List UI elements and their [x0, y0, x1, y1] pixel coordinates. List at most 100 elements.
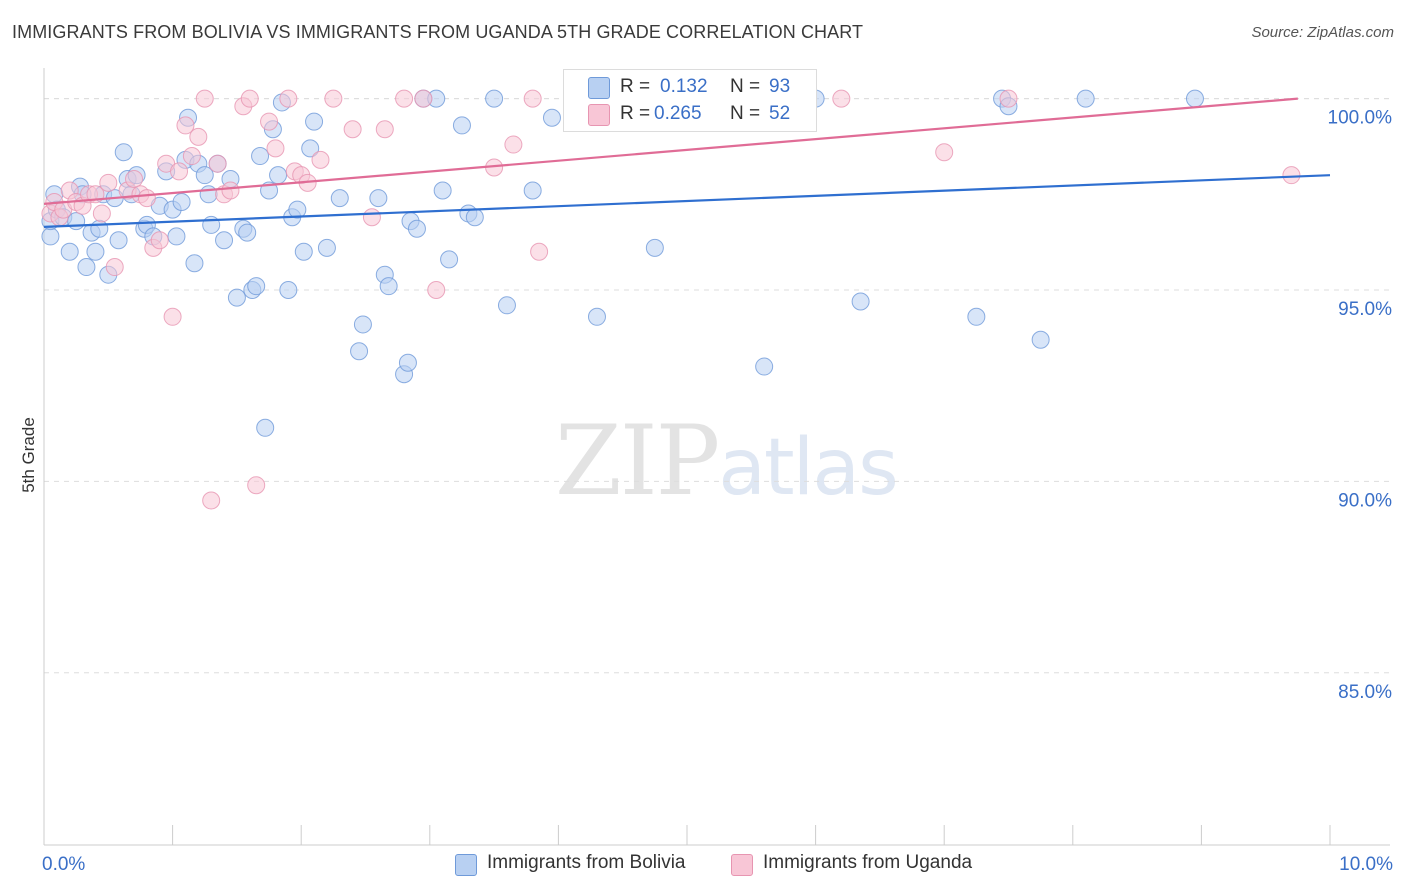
data-point-bolivia [440, 250, 459, 269]
legend-r-label: R = [620, 103, 651, 124]
data-point-bolivia [465, 208, 484, 227]
data-point-bolivia [199, 185, 218, 204]
data-point-uganda [832, 89, 851, 108]
data-point-bolivia [452, 116, 471, 135]
data-point-uganda [208, 154, 227, 173]
data-point-uganda [504, 135, 523, 154]
y-axis-label: 5th Grade [19, 417, 38, 493]
x-tick-label: 10.0% [1339, 854, 1393, 875]
data-point-bolivia [542, 108, 561, 127]
data-point-bolivia [227, 288, 246, 307]
data-point-bolivia [279, 281, 298, 299]
data-point-bolivia [247, 277, 266, 296]
trend-layer [43, 97, 1331, 228]
data-point-bolivia [407, 219, 426, 238]
watermark-atlas: atlas [718, 423, 898, 513]
data-point-bolivia [256, 418, 275, 437]
data-point-bolivia [379, 277, 398, 296]
data-point-uganda [375, 120, 394, 139]
data-point-bolivia [398, 353, 417, 372]
data-point-uganda [279, 89, 298, 108]
legend-r-value: 0.132 [660, 76, 708, 97]
bottom-legend-label-uganda: Immigrants from Uganda [763, 852, 973, 873]
data-point-uganda [523, 89, 542, 108]
data-point-bolivia [114, 143, 133, 162]
data-point-uganda [324, 89, 343, 108]
data-point-uganda [414, 89, 433, 108]
data-point-bolivia [645, 238, 664, 257]
axis-layer [43, 68, 1390, 846]
data-point-bolivia [497, 296, 516, 315]
legend-swatch-bolivia [588, 77, 610, 99]
data-point-bolivia [195, 166, 214, 185]
data-point-bolivia [1185, 89, 1204, 108]
bottom-legend-label-bolivia: Immigrants from Bolivia [487, 852, 686, 873]
data-point-bolivia [167, 227, 186, 246]
data-point-uganda [195, 89, 214, 108]
legend-r-value: 0.265 [654, 103, 702, 124]
legend-n-value: 52 [769, 103, 791, 124]
data-point-bolivia [1031, 330, 1050, 349]
chart-title: IMMIGRANTS FROM BOLIVIA VS IMMIGRANTS FR… [12, 22, 864, 42]
data-point-bolivia [485, 89, 504, 108]
data-point-uganda [311, 150, 330, 169]
data-point-uganda [170, 162, 189, 181]
data-point-bolivia [330, 189, 349, 208]
points-layer [41, 89, 1301, 510]
legend-n-label: N = [730, 76, 761, 97]
legend-n-value: 93 [769, 76, 791, 97]
data-point-uganda [530, 242, 549, 261]
data-point-bolivia [60, 242, 79, 261]
data-point-uganda [343, 120, 362, 139]
bottom-legend-swatch-uganda [731, 854, 753, 876]
data-point-uganda [105, 258, 124, 277]
y-tick-label: 95.0% [1338, 299, 1392, 320]
data-point-bolivia [215, 231, 234, 250]
data-point-bolivia [587, 307, 606, 326]
data-point-uganda [1282, 166, 1301, 185]
data-point-bolivia [238, 223, 257, 242]
data-point-uganda [99, 173, 118, 192]
trend-line-uganda [43, 97, 1298, 205]
data-point-uganda [935, 143, 954, 162]
data-point-uganda [202, 491, 221, 510]
data-point-bolivia [109, 231, 128, 250]
grid-layer [44, 98, 1390, 674]
watermark: ZIPatlas [555, 405, 899, 517]
data-point-bolivia [851, 292, 870, 311]
data-point-bolivia [294, 242, 313, 261]
watermark-zip: ZIP [555, 405, 720, 517]
data-point-bolivia [86, 242, 105, 261]
data-point-uganda [163, 307, 182, 326]
data-point-uganda [176, 116, 195, 135]
data-point-uganda [221, 181, 240, 200]
data-point-uganda [182, 147, 201, 166]
trend-line-bolivia [43, 174, 1331, 228]
y-tick-label: 90.0% [1338, 490, 1392, 511]
data-point-bolivia [967, 307, 986, 326]
data-point-uganda [362, 208, 381, 227]
data-point-bolivia [1076, 89, 1095, 108]
data-point-bolivia [77, 258, 96, 277]
y-tick-label: 85.0% [1338, 682, 1392, 703]
data-point-bolivia [305, 112, 324, 131]
data-point-bolivia [251, 147, 270, 166]
data-point-bolivia [353, 315, 372, 334]
data-point-uganda [240, 89, 259, 108]
data-point-uganda [247, 476, 266, 495]
data-point-bolivia [350, 342, 369, 361]
data-point-uganda [260, 112, 279, 131]
data-point-uganda [137, 189, 156, 208]
data-point-bolivia [523, 181, 542, 200]
data-point-bolivia [172, 192, 191, 211]
bottom-legend-swatch-bolivia [455, 854, 477, 876]
data-point-uganda [266, 139, 285, 158]
data-point-uganda [395, 89, 414, 108]
data-point-bolivia [288, 200, 307, 219]
data-point-uganda [125, 170, 144, 188]
data-point-uganda [92, 204, 111, 223]
data-point-uganda [999, 89, 1018, 108]
data-point-bolivia [755, 357, 774, 376]
data-point-bolivia [90, 219, 109, 238]
